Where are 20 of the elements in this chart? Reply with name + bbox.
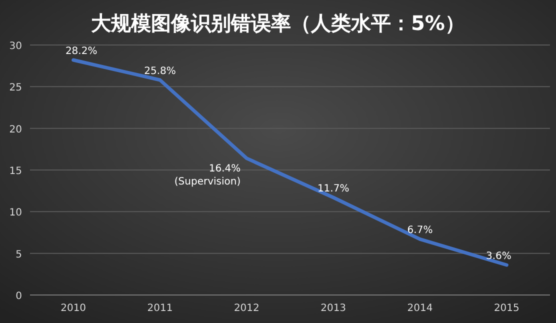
- x-tick-label: 2015: [494, 303, 520, 314]
- y-tick-label: 15: [9, 166, 22, 177]
- x-tick-label: 2014: [407, 303, 433, 314]
- data-label: 11.7%: [317, 184, 350, 194]
- y-tick-label: 10: [9, 208, 22, 219]
- y-tick-label: 20: [9, 124, 22, 136]
- y-tick-label: 5: [16, 249, 22, 260]
- y-tick-label: 25: [9, 82, 22, 94]
- data-label: 6.7%: [407, 225, 433, 236]
- x-tick-label: 2013: [320, 303, 346, 314]
- data-label: 28.2%: [65, 46, 98, 57]
- data-label: 25.8%: [144, 66, 176, 77]
- chart-title: 大规模图像识别错误率（人类水平：5%）: [91, 11, 465, 35]
- y-tick-label: 30: [9, 41, 22, 52]
- y-tick-label: 0: [16, 291, 22, 302]
- x-tick-label: 2012: [234, 303, 260, 314]
- x-tick-label: 2011: [147, 303, 173, 314]
- x-tick-label: 2010: [60, 303, 86, 314]
- data-label: 16.4% (Supervision): [174, 163, 241, 188]
- data-label: 3.6%: [486, 251, 512, 262]
